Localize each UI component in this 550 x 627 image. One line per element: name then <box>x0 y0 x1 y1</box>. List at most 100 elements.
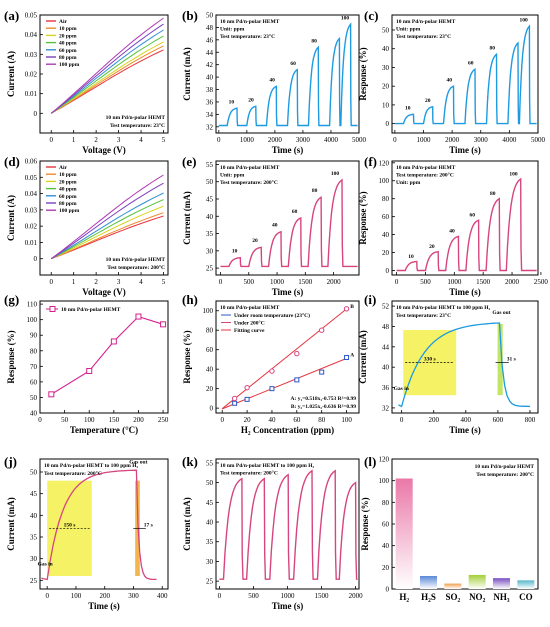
annotation: Test temperature: 200°C <box>44 470 102 477</box>
iv-curve <box>50 23 164 114</box>
data-label: 10 <box>408 254 414 260</box>
annotation: Test temperature: 200°C <box>220 179 278 186</box>
x-tick-label: 3000 <box>296 136 311 144</box>
y-axis-label: Response (%) <box>358 191 368 244</box>
y-tick-label: 110 <box>27 301 38 309</box>
legend-entry: 40 ppm <box>59 41 77 47</box>
annotation: Test temperature: 200°C <box>220 470 278 477</box>
y-axis-label: Current (mA) <box>358 330 368 384</box>
x-tick-label: 4 <box>139 278 143 286</box>
legend-entry: 60 ppm <box>59 194 77 200</box>
annotation: 10 nm Pd/n-polar HEMT <box>106 257 166 263</box>
y-axis-label: Current (A) <box>6 51 16 97</box>
data-label: 10 <box>405 106 411 112</box>
response-trace <box>398 322 531 408</box>
y-tick-label: 0 <box>386 120 390 128</box>
data-label: 40 <box>269 78 275 84</box>
x-axis-label: Voltage (V) <box>82 145 125 155</box>
y-tick-label: 44 <box>382 343 390 351</box>
y-tick-label: 40 <box>382 45 390 53</box>
y-tick-label: 50 <box>30 394 38 402</box>
y-tick-label: 40 <box>206 366 214 374</box>
panel-e: 0 500 1000 1500 2000 25 30 35 40 45 50 55 Time (s) Cu… <box>182 154 360 297</box>
x-tick-label: 0 <box>49 136 53 144</box>
x-tick-label: 2000 <box>505 278 520 286</box>
y-tick-label: 70 <box>30 363 38 371</box>
annotation: Test temperature: 200°C <box>476 471 534 478</box>
legend-entry: 10 nm Pd/n-polar HEMT <box>61 307 121 313</box>
y-tick-label: 50 <box>382 26 390 34</box>
plot-frame <box>39 458 169 590</box>
y-tick-label: 25 <box>206 265 214 273</box>
x-tick-label: 1 <box>72 136 76 144</box>
data-label: 100 <box>520 17 529 23</box>
data-point <box>294 350 300 357</box>
y-tick-label: 34 <box>206 111 214 119</box>
data-label: 60 <box>469 213 475 219</box>
data-point <box>110 338 117 345</box>
x-tick-label: 0 <box>393 136 397 144</box>
x-tick-label: 200 <box>133 416 144 424</box>
iv-curve <box>50 41 164 114</box>
data-label: 100 <box>509 171 518 177</box>
x-tick-label: 200 <box>99 592 110 600</box>
data-point <box>319 369 325 375</box>
panel-label: (a) <box>4 8 19 23</box>
x-tick-label: H₂S <box>421 592 436 602</box>
annotation: Test temperature: 23°C <box>396 312 451 319</box>
data-label: 60 <box>292 209 298 215</box>
panel-g: 0 50 100 150 200 250 40 50 60 70 80 90 100 110 Tempera… <box>4 292 169 435</box>
y-axis-label: Response (%) <box>360 497 370 550</box>
bar <box>395 478 413 589</box>
y-tick-label: 120 <box>379 159 390 167</box>
series-line <box>51 315 164 395</box>
data-point <box>244 396 250 402</box>
x-axis-label: Time (s) <box>272 287 304 297</box>
iv-curve <box>50 174 164 260</box>
iv-curve <box>50 192 164 260</box>
y-tick-label: 60 <box>30 378 38 386</box>
plot-frame <box>391 300 539 414</box>
data-label: 40 <box>272 223 278 229</box>
y-tick-label: 32 <box>382 404 390 412</box>
y-axis-label: Current (mA) <box>182 497 192 551</box>
data-point <box>135 313 142 320</box>
x-tick-label: 1000 <box>281 592 296 600</box>
x-tick-label: 1000 <box>447 278 462 286</box>
y-tick-label: 40 <box>206 213 214 221</box>
x-tick-label: H₂ <box>399 592 409 602</box>
legend-entry: 10 ppm <box>59 26 77 32</box>
data-point <box>48 391 55 398</box>
x-tick-label: 60 <box>293 416 301 424</box>
data-label: 100 <box>331 171 340 177</box>
y-tick-label: 40 <box>382 542 390 550</box>
response-trace <box>396 177 537 272</box>
annotation: A <box>350 353 354 359</box>
y-tick-label: 48 <box>382 323 390 331</box>
x-tick-label: CO <box>519 592 533 602</box>
x-tick-label: NH₃ <box>493 592 510 602</box>
y-axis-label: Response (%) <box>358 47 368 100</box>
annotation: 330 s <box>424 357 436 363</box>
panel-label: (c) <box>364 8 378 23</box>
legend-marker <box>49 306 56 312</box>
annotation: Unit: ppm <box>220 27 245 33</box>
iv-curve <box>50 45 164 114</box>
x-tick-label: 5000 <box>531 136 546 144</box>
x-tick-label: 1500 <box>476 278 491 286</box>
y-tick-label: 0.05 <box>25 174 38 182</box>
x-tick-label: 4000 <box>502 136 517 144</box>
iv-curve <box>50 49 164 114</box>
y-tick-label: 52 <box>382 303 390 311</box>
legend-entry: Air <box>59 19 68 25</box>
panel-l: 0 20 40 60 80 100 120 H₂ H₂S SO₂ NO₂ NH₃ CO Response … <box>360 454 539 602</box>
y-tick-label: 40 <box>382 364 390 372</box>
x-tick-label: 500 <box>244 278 255 286</box>
x-tick-label: 100 <box>84 416 95 424</box>
annotation: Gas in <box>38 562 53 568</box>
data-label: 20 <box>425 98 431 104</box>
x-tick-label: 3 <box>117 136 121 144</box>
data-point <box>269 386 275 392</box>
data-point <box>343 306 350 312</box>
x-tick-label: 100 <box>341 416 352 424</box>
